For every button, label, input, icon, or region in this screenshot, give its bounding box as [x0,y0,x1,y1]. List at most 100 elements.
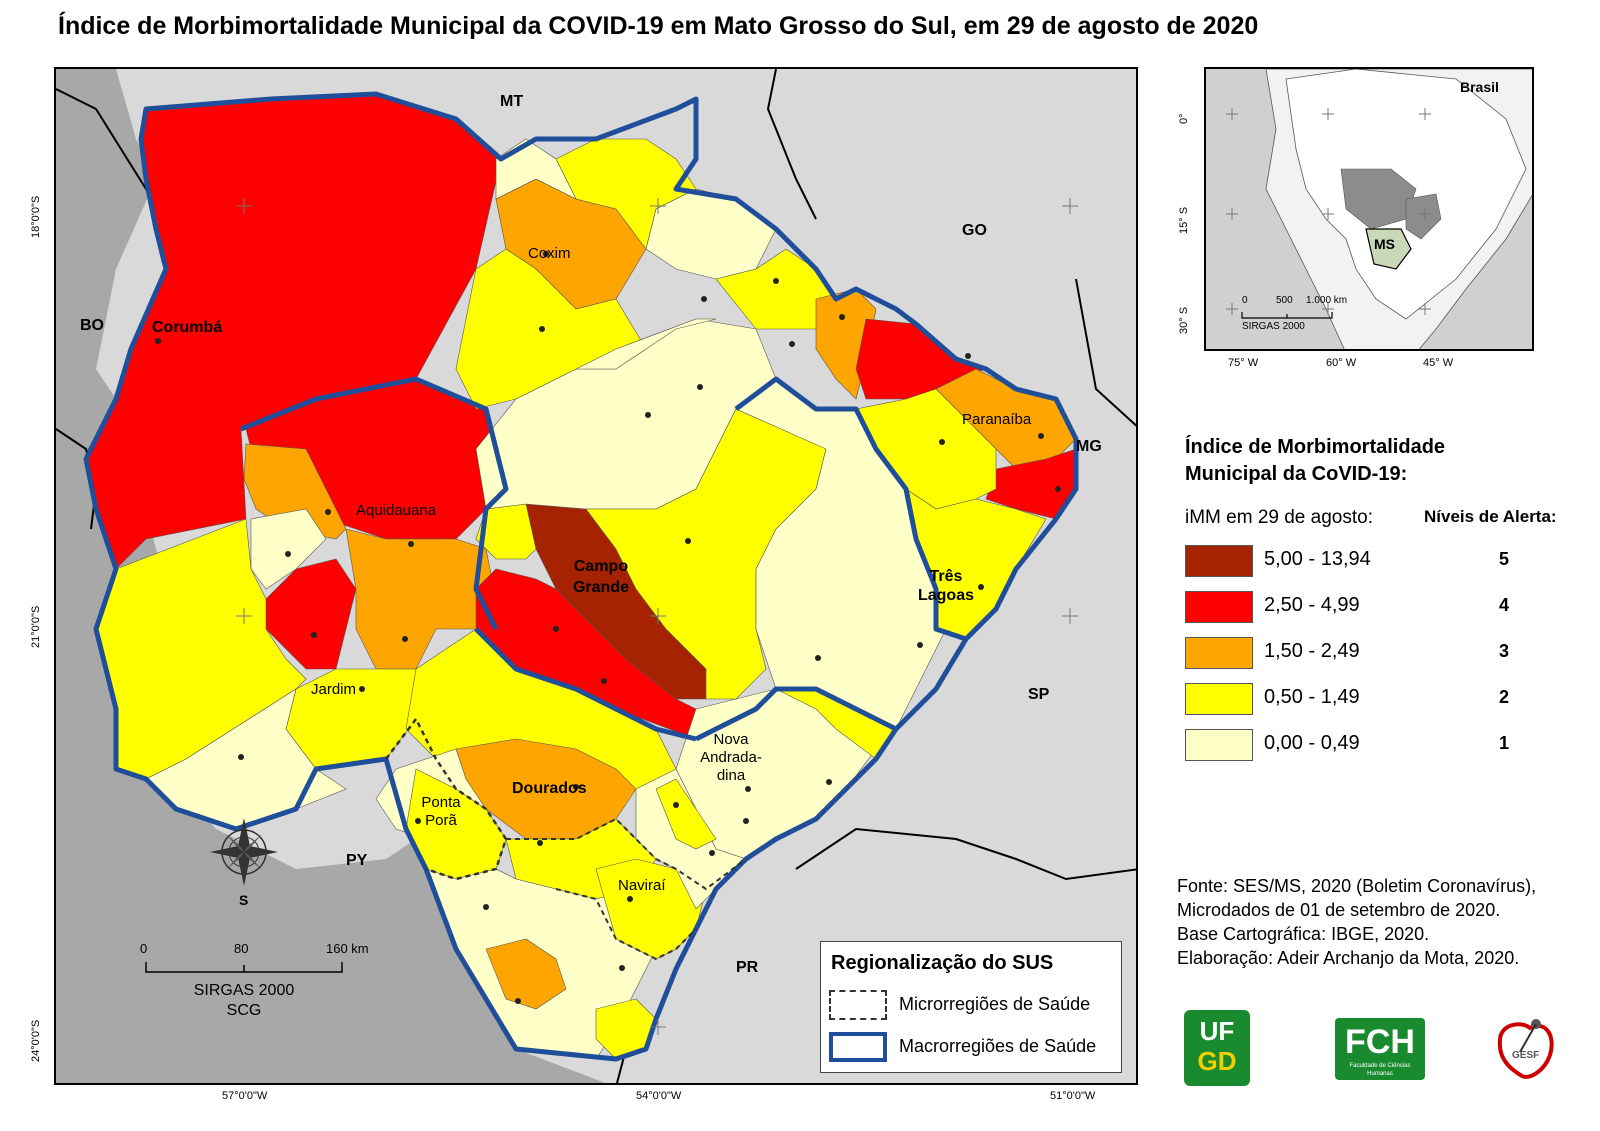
legend-levels-header: Níveis de Alerta: [1424,507,1557,526]
micro-outline-dashed [385,716,508,881]
scale-tick-160: 160 km [326,941,369,956]
region-red-bodoquena [265,558,357,670]
ufgd-logo: UF GD [1184,1010,1250,1086]
inset-lat-15: 15° S [1178,206,1190,234]
compass-north-label: S [239,892,249,908]
legend-title: Índice de Morbimortalidade Municipal da … [1185,434,1445,488]
legend-level-3: 3 [1499,641,1510,661]
legend-range-1: 0,00 - 0,49 [1264,732,1360,754]
inset-lat-0: 0° [1178,113,1190,124]
inset-map: Brasil MS 0 500 1.000 km SIRGAS 2000 [1204,67,1534,351]
region-ly-nc [575,318,717,370]
compass-rose [210,818,278,886]
fch-logo-subtext: Faculdade de Ciências Humanas [1349,1063,1411,1077]
legend-range-3: 1,50 - 2,49 [1264,640,1360,662]
lat-label-18: 18°0'0"S [30,195,42,238]
region-orange-mid [345,528,497,670]
inset-ms-label: MS [1374,236,1395,252]
map-canvas [56,69,1136,1083]
regionalization-legend: Regionalização do SUS Microrregiões de S… [820,941,1122,1073]
border-line-sp-pr [795,827,1136,881]
graticule-crosses [236,198,1078,1035]
gesf-logo-text: GESF [1512,1050,1540,1061]
label-go: GO [962,222,987,239]
legend-level-2: 2 [1499,687,1510,707]
label-campo-grande: Campo Grande [556,556,646,598]
legend-title-1: Índice de Morbimortalidade [1185,436,1446,458]
inset-lon-60: 60° W [1326,357,1357,369]
inset-lon-75: 75° W [1228,357,1259,369]
label-jardim: Jardim [311,681,357,698]
regionalization-title: Regionalização do SUS [831,952,1054,974]
ufgd-logo-text-2: GD [1197,1046,1237,1076]
lat-label-24: 24°0'0"S [30,1019,42,1062]
inset-brasil-label: Brasil [1460,79,1499,95]
label-mt: MT [500,93,524,110]
west-border-strip [56,299,606,1083]
legend-level-5: 5 [1499,549,1510,569]
legend-swatch-2 [1185,683,1253,715]
label-paranaiba: Paranaíba [962,411,1032,428]
scale-tick-80: 80 [234,941,249,956]
label-coxim: Coxim [528,245,571,262]
macro-outline-inner-4 [734,376,967,642]
legend-title-2: Municipal da CoVID-19: [1185,463,1408,485]
inset-lon-45: 45° W [1423,357,1454,369]
label-nova-andradina-3: dina [716,767,746,784]
legend-subtitle: iMM em 29 de agosto: [1185,507,1373,528]
ufgd-logo-text-1: UF [1199,1016,1235,1046]
label-campo-grande-1: Campo [573,558,629,575]
micro-symbol [829,990,887,1020]
legend-class-4: 2,50 - 4,99 4 [1185,591,1600,625]
inset-canvas [1226,69,1532,349]
legend-swatch-5 [1185,545,1253,577]
macro-outline-inner-1 [240,376,509,631]
source-credits: Fonte: SES/MS, 2020 (Boletim Coronavírus… [1177,874,1536,970]
fch-logo-text: FCH [1345,1023,1415,1061]
lon-label-51: 51°0'0"W [1050,1090,1096,1102]
label-sp: SP [1028,686,1050,703]
inset-ms [1365,228,1412,270]
inset-datum: SIRGAS 2000 [1242,321,1305,332]
scale-tick-0: 0 [140,941,148,956]
label-tres-lagoas-2: Lagoas [917,587,974,604]
micro-outline-dashed-2 [506,817,747,891]
inset-scale-500: 500 [1276,295,1293,306]
region-y-se [655,778,717,850]
map-title: Índice de Morbimortalidade Municipal da … [58,12,1259,40]
legend-range-4: 2,50 - 4,99 [1264,594,1360,616]
legend-level-1: 1 [1499,733,1510,753]
legend-level-4: 4 [1499,595,1510,615]
macro-outline-state [83,91,1079,1062]
scale-datum-1: SIRGAS 2000 [193,982,295,999]
macro-outline-inner-2 [474,627,697,742]
legend-range-5: 5,00 - 13,94 [1264,548,1371,570]
label-tres-lagoas: Três Lagoas [896,567,996,605]
label-ponta-pora: Ponta Porã [411,794,471,830]
city-dots [155,251,1061,1004]
source-line-1: Fonte: SES/MS, 2020 (Boletim Coronavírus… [1177,876,1537,896]
label-pr: PR [736,959,759,976]
inset-scale-bar [1241,312,1333,319]
macro-symbol [829,1032,887,1062]
legend-swatch-1 [1185,729,1253,761]
region-ly-north [495,138,577,200]
legend-class-5: 5,00 - 13,94 5 [1185,545,1600,579]
source-line-4: Elaboração: Adeir Archanjo da Mota, 2020… [1177,948,1520,968]
label-ponta-pora-1: Ponta [421,794,461,811]
inset-lat-30: 30° S [1178,306,1190,334]
macro-outline-inner-3 [694,686,898,742]
inset-scale-0: 0 [1242,295,1248,306]
source-line-3: Base Cartográfica: IBGE, 2020. [1177,924,1430,944]
legend-range-2: 0,50 - 1,49 [1264,686,1360,708]
label-bo: BO [80,317,104,334]
label-corumba: Corumbá [152,319,223,336]
label-nova-andradina: Nova Andrada- dina [696,731,766,785]
border-line-go-mg [1075,278,1136,427]
scale-bar [145,962,343,973]
micro-label: Microrregiões de Saúde [899,994,1091,1014]
region-iguatemi [485,938,567,1010]
label-nova-andradina-1: Nova [713,731,749,748]
source-line-2: Microdados de 01 de setembro de 2020. [1177,900,1501,920]
inset-graticule [1226,108,1431,315]
